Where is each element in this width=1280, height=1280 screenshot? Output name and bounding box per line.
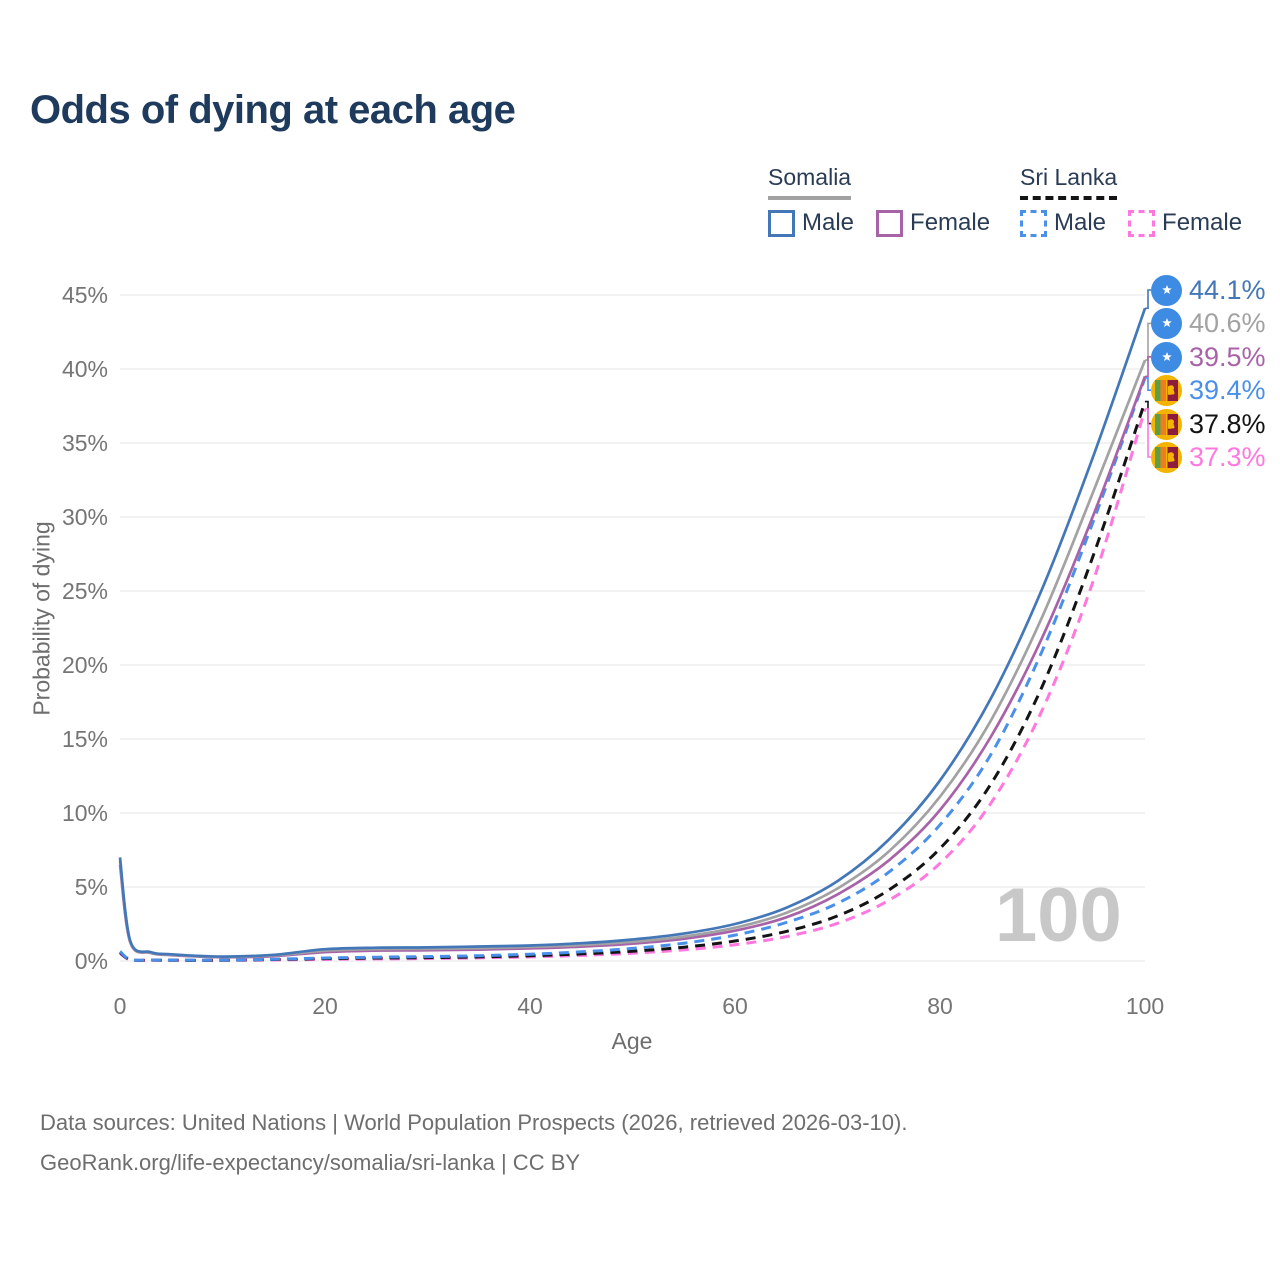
y-tick: 0%	[74, 948, 108, 974]
somalia-male-swatch-icon	[768, 209, 795, 237]
y-tick: 10%	[61, 800, 108, 826]
end-label-sri-lanka-female: 37.3%	[1151, 441, 1266, 473]
end-label-somalia-both: 40.6%	[1151, 307, 1266, 339]
legend-label: Female	[1162, 209, 1243, 236]
x-axis-title: Age	[611, 1028, 653, 1054]
legend-group-sri-lanka: Sri Lanka Male Female	[1020, 164, 1264, 237]
y-axis-title: Probability of dying	[28, 521, 55, 716]
sri-lanka-flag-icon	[1151, 374, 1182, 406]
y-tick: 45%	[61, 282, 108, 308]
legend-label: Male	[1054, 209, 1107, 236]
end-label-value: 37.3%	[1189, 441, 1266, 472]
somalia-flag-icon	[1151, 341, 1182, 373]
legend-item-somalia-male[interactable]: Male	[768, 209, 854, 237]
attribution-text: GeoRank.org/life-expectancy/somalia/sri-…	[40, 1150, 581, 1175]
legend-title-somalia[interactable]: Somalia	[768, 164, 852, 200]
page-title: Odds of dying at each age	[30, 88, 516, 132]
legend-label: Male	[802, 209, 855, 236]
y-tick: 25%	[61, 578, 108, 604]
legend-title-sri-lanka[interactable]: Sri Lanka	[1020, 164, 1118, 200]
legend-group-somalia: Somalia Male Female	[768, 164, 1012, 237]
end-label-sri-lanka-male: 39.4%	[1151, 374, 1266, 406]
end-label-sri-lanka-both: 37.8%	[1151, 408, 1266, 440]
x-tick: 80	[927, 993, 953, 1019]
x-tick: 0	[113, 993, 127, 1019]
end-label-value: 44.1%	[1189, 274, 1266, 305]
end-label-somalia-male: 44.1%	[1151, 274, 1266, 306]
y-tick: 35%	[61, 430, 108, 456]
y-tick: 5%	[74, 874, 108, 900]
end-label-value: 37.8%	[1189, 408, 1266, 439]
x-tick: 20	[312, 993, 338, 1019]
somalia-flag-icon	[1151, 274, 1182, 306]
end-label-somalia-female: 39.5%	[1151, 341, 1266, 373]
sri-lanka-flag-icon	[1151, 408, 1182, 440]
sri-lanka-female-swatch-icon	[1128, 209, 1156, 237]
sri-lanka-flag-icon	[1151, 441, 1182, 473]
x-tick: 100	[1125, 993, 1165, 1019]
y-tick: 40%	[61, 356, 108, 382]
legend-label: Female	[910, 209, 991, 236]
age-watermark: 100	[995, 873, 1122, 958]
legend-item-sri-lanka-male[interactable]: Male	[1020, 209, 1106, 237]
end-label-value: 39.5%	[1189, 341, 1266, 372]
x-tick: 60	[722, 993, 748, 1019]
y-tick: 15%	[61, 726, 108, 752]
legend-item-somalia-female[interactable]: Female	[876, 209, 990, 237]
x-tick: 40	[517, 993, 543, 1019]
somalia-female-swatch-icon	[876, 209, 904, 237]
end-label-value: 39.4%	[1189, 374, 1266, 405]
y-tick: 30%	[61, 504, 108, 530]
somalia-flag-icon	[1151, 307, 1182, 339]
y-tick: 20%	[61, 652, 108, 678]
legend-item-sri-lanka-female[interactable]: Female	[1128, 209, 1242, 237]
end-label-value: 40.6%	[1189, 307, 1266, 338]
sri-lanka-male-swatch-icon	[1020, 209, 1047, 237]
data-sources-text: Data sources: United Nations | World Pop…	[40, 1110, 908, 1135]
